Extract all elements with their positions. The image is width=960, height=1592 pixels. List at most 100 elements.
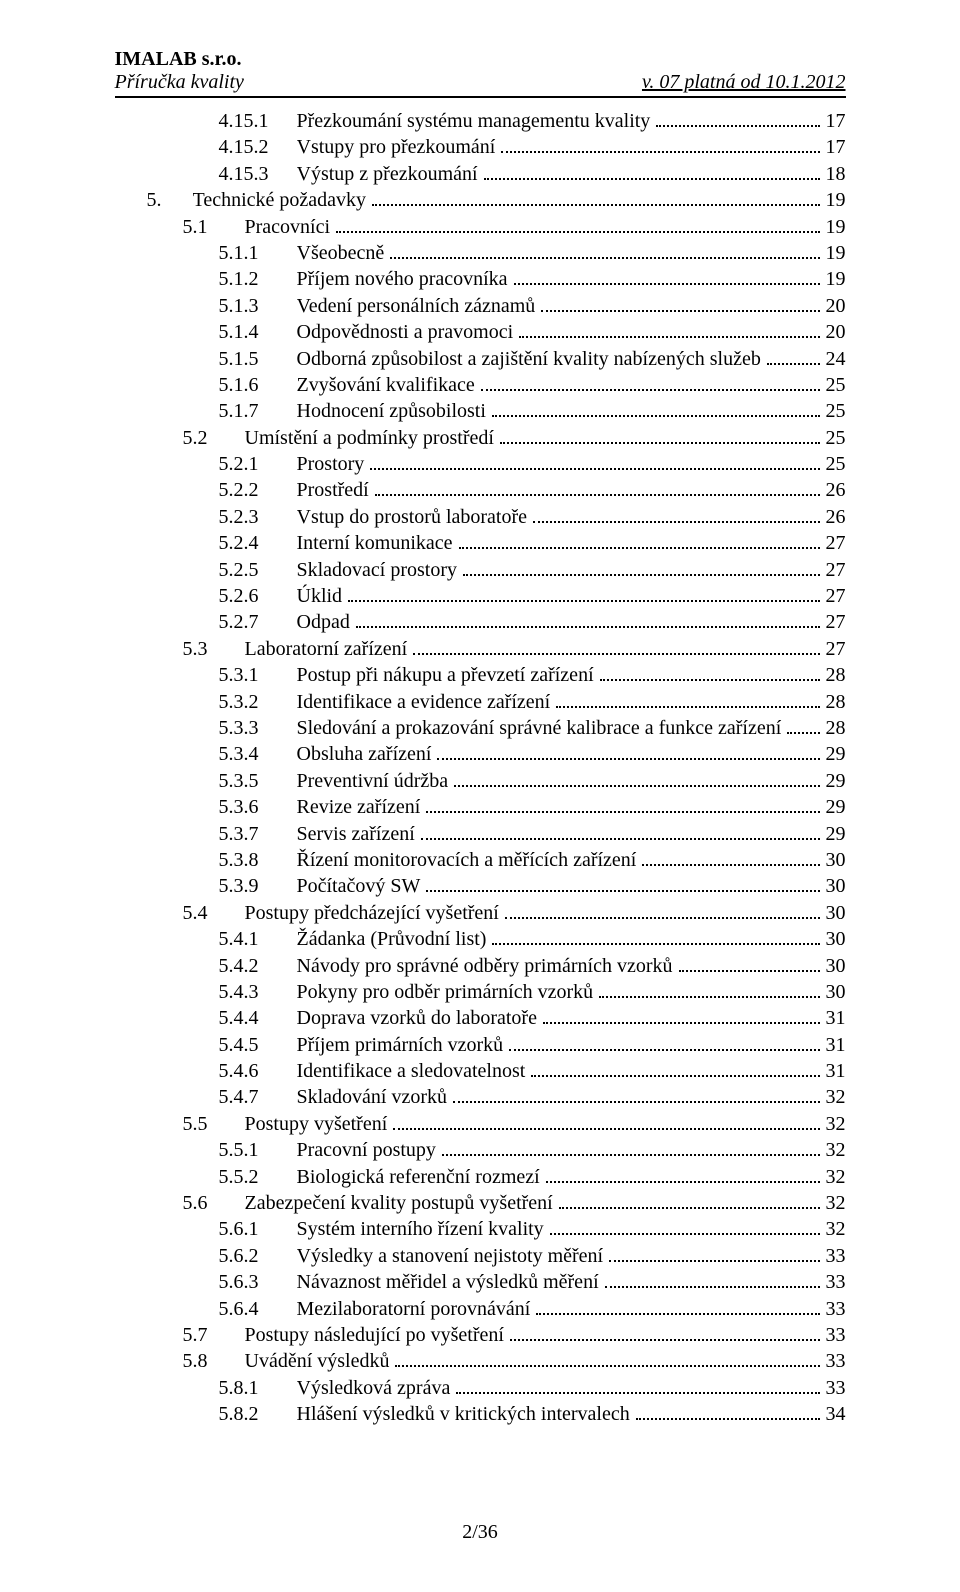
toc-leader-dots (375, 483, 820, 496)
toc-entry-page: 27 (822, 583, 846, 609)
toc-entry-number: 5.3.7 (219, 821, 297, 847)
toc-entry-title: Umístění a podmínky prostředí (245, 425, 498, 451)
toc-leader-dots (442, 1143, 820, 1156)
toc-entry-title: Systém interního řízení kvality (297, 1216, 548, 1242)
toc-leader-dots (541, 299, 819, 312)
toc-leader-dots (463, 563, 819, 576)
toc-entry-number: 5.3.2 (219, 689, 297, 715)
toc-entry-title: Všeobecně (297, 240, 389, 266)
toc-entry: 5.6.2Výsledky a stanovení nejistoty měře… (115, 1243, 846, 1269)
toc-entry-title: Hodnocení způsobilosti (297, 398, 490, 424)
subheader: Příručka kvality v. 07 platná od 10.1.20… (115, 71, 846, 98)
toc-entry-page: 32 (822, 1190, 846, 1216)
toc-entry-number: 4.15.1 (219, 108, 297, 134)
toc-entry: 5.3.7Servis zařízení29 (115, 821, 846, 847)
toc-entry-title: Výsledky a stanovení nejistoty měření (297, 1243, 608, 1269)
toc-entry-title: Mezilaboratorní porovnávání (297, 1296, 535, 1322)
toc-leader-dots (492, 932, 819, 945)
toc-entry: 5.4.4Doprava vzorků do laboratoře31 (115, 1005, 846, 1031)
toc-entry-number: 5.1 (183, 214, 245, 240)
toc-entry-title: Vstupy pro přezkoumání (297, 134, 500, 160)
toc-entry: 5.2.3Vstup do prostorů laboratoře26 (115, 504, 846, 530)
toc-entry: 5.2.7Odpad27 (115, 609, 846, 635)
toc-leader-dots (559, 1196, 820, 1209)
toc-leader-dots (484, 167, 820, 180)
toc-entry-number: 5.4.3 (219, 979, 297, 1005)
toc-entry-number: 5.5 (183, 1111, 245, 1137)
toc-leader-dots (556, 695, 819, 708)
toc-entry: 5.2.2Prostředí26 (115, 477, 846, 503)
toc-leader-dots (656, 114, 819, 127)
toc-entry-page: 32 (822, 1111, 846, 1137)
toc-entry-number: 5.3.6 (219, 794, 297, 820)
toc-entry-number: 5.4.6 (219, 1058, 297, 1084)
toc-entry: 5.5.1Pracovní postupy32 (115, 1137, 846, 1163)
toc-entry-title: Výstup z přezkoumání (297, 161, 482, 187)
toc-entry-title: Preventivní údržba (297, 768, 453, 794)
toc-entry-title: Pracovní postupy (297, 1137, 440, 1163)
toc-entry: 5.3.2Identifikace a evidence zařízení28 (115, 689, 846, 715)
doc-version: v. 07 platná od 10.1.2012 (642, 71, 846, 94)
toc-entry-number: 5.6.3 (219, 1269, 297, 1295)
toc-entry-title: Revize zařízení (297, 794, 425, 820)
toc-entry: 5.4Postupy předcházející vyšetření30 (115, 900, 846, 926)
toc-leader-dots (767, 352, 820, 365)
toc-entry-title: Přezkoumání systému managementu kvality (297, 108, 655, 134)
toc-entry-page: 34 (822, 1401, 846, 1427)
toc-entry-number: 5.3.8 (219, 847, 297, 873)
toc-entry: 5.1.3Vedení personálních záznamů20 (115, 293, 846, 319)
toc-entry: 5.3.8Řízení monitorovacích a měřících za… (115, 847, 846, 873)
company-name: IMALAB s.r.o. (115, 48, 242, 71)
toc-entry: 5.2Umístění a podmínky prostředí25 (115, 425, 846, 451)
toc-entry-page: 31 (822, 1058, 846, 1084)
toc-entry-number: 5.2.2 (219, 477, 297, 503)
toc-entry: 5.6.4Mezilaboratorní porovnávání33 (115, 1296, 846, 1322)
toc-entry-page: 33 (822, 1243, 846, 1269)
toc-leader-dots (348, 589, 819, 602)
toc-leader-dots (456, 1381, 819, 1394)
toc-entry-number: 5.1.1 (219, 240, 297, 266)
toc-entry-title: Návody pro správné odběry primárních vzo… (297, 953, 677, 979)
toc-entry-page: 25 (822, 398, 846, 424)
toc-leader-dots (546, 1170, 820, 1183)
toc-entry-number: 5.1.3 (219, 293, 297, 319)
toc-entry: 5.2.1Prostory25 (115, 451, 846, 477)
toc-entry-number: 5.3.5 (219, 768, 297, 794)
toc-leader-dots (787, 721, 819, 734)
toc-entry-title: Uvádění výsledků (245, 1348, 394, 1374)
toc-leader-dots (533, 510, 819, 523)
toc-entry-page: 20 (822, 293, 846, 319)
toc-entry: 5.1Pracovníci19 (115, 214, 846, 240)
toc-entry-number: 5. (147, 187, 193, 213)
toc-leader-dots (336, 220, 819, 233)
toc-entry-title: Identifikace a evidence zařízení (297, 689, 555, 715)
toc-entry: 5.2.4Interní komunikace27 (115, 530, 846, 556)
toc-entry: 5.3.9Počítačový SW30 (115, 873, 846, 899)
toc-entry: 5.1.2Příjem nového pracovníka19 (115, 266, 846, 292)
toc-entry-page: 32 (822, 1216, 846, 1242)
toc-entry-page: 32 (822, 1164, 846, 1190)
toc-entry-number: 5.2 (183, 425, 245, 451)
toc-entry: 4.15.1Přezkoumání systému managementu kv… (115, 108, 846, 134)
toc-entry-number: 5.4.5 (219, 1032, 297, 1058)
toc-entry-title: Úklid (297, 583, 347, 609)
toc-entry: 5.4.3Pokyny pro odběr primárních vzorků3… (115, 979, 846, 1005)
toc-entry-page: 29 (822, 821, 846, 847)
toc-entry-number: 5.2.5 (219, 557, 297, 583)
toc-entry-page: 30 (822, 953, 846, 979)
toc-entry-page: 19 (822, 187, 846, 213)
toc-entry: 5.4.6Identifikace a sledovatelnost31 (115, 1058, 846, 1084)
toc-leader-dots (599, 985, 819, 998)
toc-entry-page: 24 (822, 346, 846, 372)
toc-entry-page: 33 (822, 1269, 846, 1295)
toc-leader-dots (600, 668, 820, 681)
toc-entry-title: Odpad (297, 609, 354, 635)
toc-leader-dots (505, 906, 820, 919)
toc-leader-dots (636, 1407, 820, 1420)
toc-entry-page: 28 (822, 715, 846, 741)
toc-entry-title: Řízení monitorovacích a měřících zařízen… (297, 847, 641, 873)
toc-entry-page: 29 (822, 768, 846, 794)
table-of-contents: 4.15.1Přezkoumání systému managementu kv… (115, 108, 846, 1428)
toc-leader-dots (609, 1249, 819, 1262)
toc-leader-dots (426, 879, 819, 892)
